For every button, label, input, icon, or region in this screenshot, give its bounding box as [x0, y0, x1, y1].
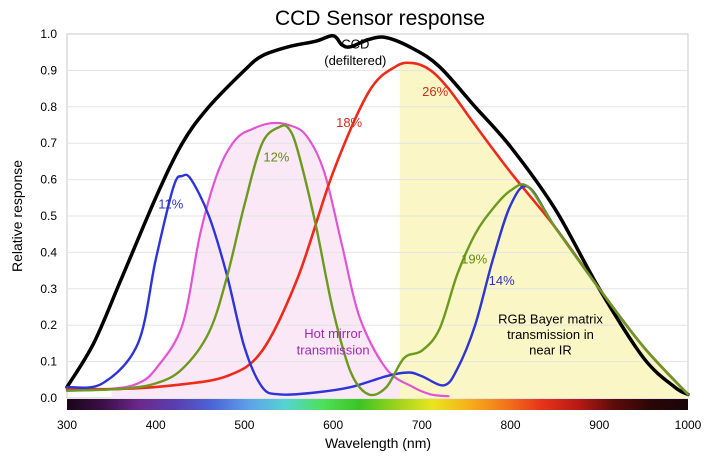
annotation-19: 19% — [461, 251, 487, 266]
y-tick-label: 0.9 — [40, 63, 57, 77]
x-tick-label: 400 — [146, 418, 166, 432]
y-tick-label: 0.3 — [40, 282, 57, 296]
annotation-18: 18% — [336, 115, 362, 130]
y-tick-label: 0.8 — [40, 100, 57, 114]
y-tick-label: 0.0 — [40, 391, 57, 405]
x-tick-label: 600 — [323, 418, 343, 432]
y-tick-label: 0.2 — [40, 318, 57, 332]
axis-layer: 0.0 0.1 0.2 0.3 0.4 0.5 0.6 0.7 0.8 0.9 1.0 300 400 5… — [40, 27, 701, 432]
y-tick-label: 1.0 — [40, 27, 57, 41]
x-tick-label: 1000 — [675, 418, 702, 432]
y-axis-label: Relative response — [9, 160, 25, 272]
annotation-26: 26% — [422, 84, 448, 99]
y-tick-label: 0.5 — [40, 209, 57, 223]
annotation-hot-mirror: Hot mirror — [304, 326, 362, 341]
chart-title: CCD Sensor response — [275, 7, 485, 30]
spectrum-color-bar — [67, 399, 688, 410]
x-tick-label: 900 — [589, 418, 609, 432]
y-tick-label: 0.6 — [40, 173, 57, 187]
y-tick-label: 0.4 — [40, 245, 57, 259]
x-tick-label: 300 — [57, 418, 77, 432]
series-line-ccd-defiltered — [65, 34, 690, 397]
y-tick-label: 0.7 — [40, 136, 57, 150]
annotation-rgb-bayer-matrix: RGB Bayer matrix — [498, 311, 603, 326]
x-tick-label: 700 — [412, 418, 432, 432]
annotation-ccd: CCD — [341, 37, 369, 52]
annotation-layer: CCD(defiltered) 26% 18% 12% 11% 19%14% Hot mir… — [158, 37, 603, 358]
annotation-transmission: transmission — [297, 342, 370, 357]
x-axis-label: Wavelength (nm) — [325, 435, 431, 451]
y-tick-label: 0.1 — [40, 355, 57, 369]
annotation-14: 14% — [489, 273, 515, 288]
annotation-11: 11% — [158, 197, 183, 212]
series-line-green — [65, 124, 690, 397]
annotation-12: 12% — [263, 149, 289, 164]
series-line-hot-mirror-transmission — [65, 121, 450, 398]
annotation-defiltered: (defiltered) — [324, 53, 386, 68]
grid-layer — [67, 69, 688, 363]
annotation-transmission-in: transmission in — [507, 327, 594, 342]
x-tick-label: 800 — [501, 418, 521, 432]
series-layer — [65, 34, 690, 398]
annotation-near-ir: near IR — [529, 343, 572, 358]
x-tick-label: 500 — [234, 418, 254, 432]
